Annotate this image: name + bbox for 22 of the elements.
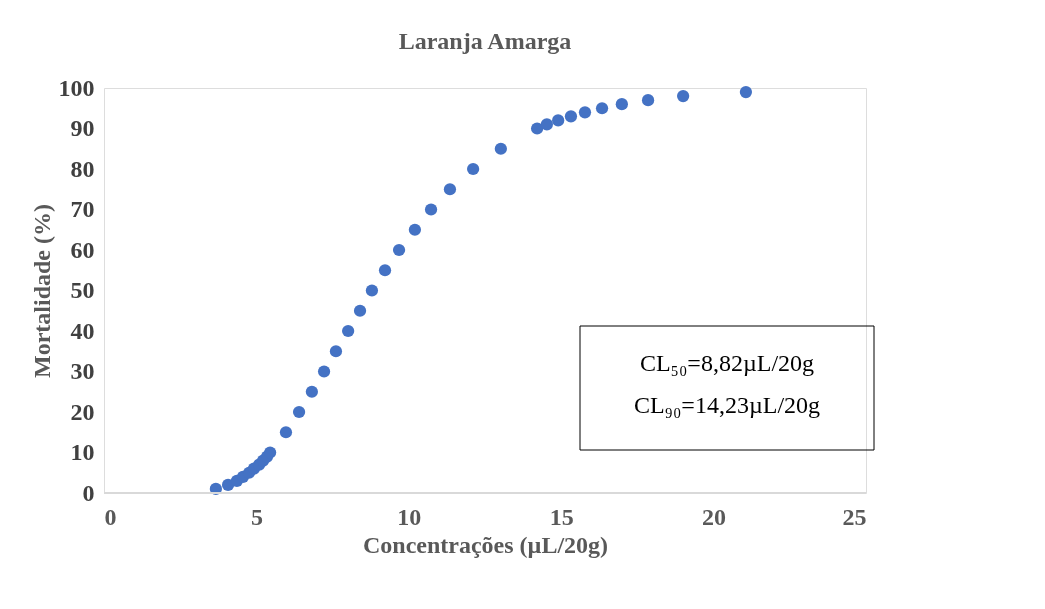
y-tick-label: 60 [70, 236, 95, 263]
y-tick-label: 40 [70, 317, 95, 344]
y-tick-label: 80 [70, 155, 95, 182]
annotation: CL₉₀=14,23µL/20g [633, 392, 821, 418]
x-tick-label: 0 [104, 503, 117, 530]
y-tick-label: 10 [70, 439, 95, 465]
x-axis-title: Concentrações (µL/20g) [362, 531, 609, 558]
y-tick-label: 90 [70, 115, 95, 141]
x-tick-label: 20 [702, 503, 727, 530]
y-tick-label: 100 [58, 74, 95, 101]
y-tick-label: 50 [70, 277, 95, 303]
annotation: CL₅₀=8,82µL/20g [639, 350, 815, 376]
y-tick-label: 20 [70, 398, 95, 425]
y-tick-label: 30 [70, 358, 95, 384]
y-tick-label: 70 [70, 196, 95, 222]
chart-title: Laranja Amarga [398, 28, 572, 54]
x-tick-label: 25 [842, 503, 867, 530]
x-tick-label: 15 [549, 503, 574, 530]
y-axis-title: Mortalidade (%) [28, 204, 55, 378]
x-tick-label: 10 [397, 503, 422, 530]
y-tick-label: 0 [82, 479, 95, 506]
x-tick-label: 5 [250, 503, 263, 530]
